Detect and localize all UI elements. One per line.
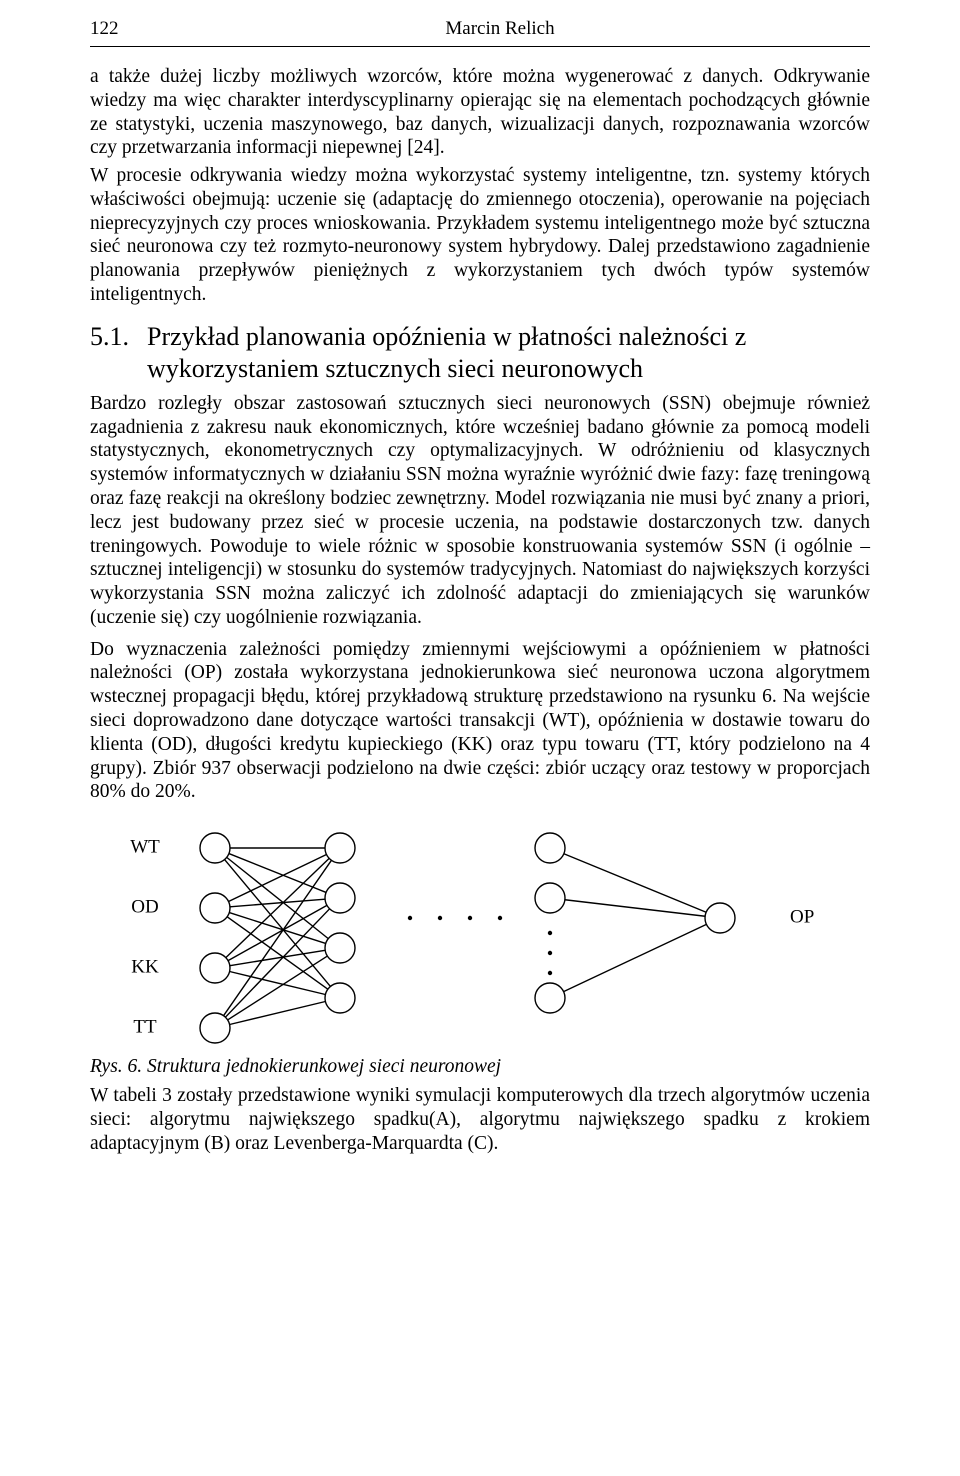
paragraph-5: W tabeli 3 zostały przedstawione wyniki … — [90, 1084, 870, 1155]
section-heading: 5.1. Przykład planowania opóźnienia w pł… — [90, 321, 870, 386]
svg-text:OP: OP — [790, 906, 814, 927]
svg-text:OD: OD — [131, 896, 158, 917]
page-number: 122 — [90, 18, 130, 40]
svg-text:WT: WT — [130, 836, 160, 857]
header-rule — [90, 46, 870, 47]
paragraph-1: a także dużej liczby możliwych wzorców, … — [90, 65, 870, 160]
paragraph-3: Bardzo rozległy obszar zastosowań sztucz… — [90, 392, 870, 630]
neural-net-diagram: WT OD KK TT OP — [90, 818, 850, 1048]
figure-6-caption: Rys. 6. Struktura jednokierunkowej sieci… — [90, 1056, 870, 1078]
section-title: Przykład planowania opóźnienia w płatnoś… — [147, 321, 870, 386]
svg-text:TT: TT — [133, 1016, 157, 1037]
svg-text:KK: KK — [131, 956, 159, 977]
figure-6: WT OD KK TT OP — [90, 818, 870, 1048]
running-head: 122 Marcin Relich — [90, 18, 870, 40]
paragraph-4: Do wyznaczenia zależności pomiędzy zmien… — [90, 638, 870, 804]
page: 122 Marcin Relich a także dużej liczby m… — [0, 0, 960, 1199]
section-number: 5.1. — [90, 321, 129, 354]
paragraph-2: W procesie odkrywania wiedzy można wykor… — [90, 164, 870, 307]
header-author: Marcin Relich — [130, 18, 870, 40]
